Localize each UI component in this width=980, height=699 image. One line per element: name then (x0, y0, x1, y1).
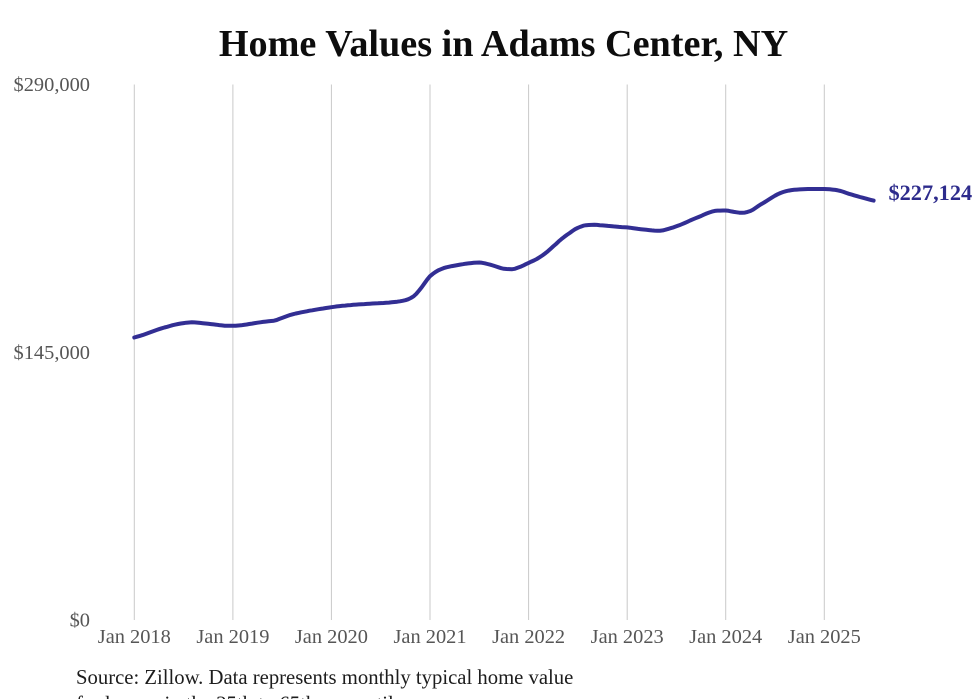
svg-text:$227,124: $227,124 (889, 180, 973, 205)
svg-text:Jan 2021: Jan 2021 (393, 626, 466, 648)
svg-text:Jan 2024: Jan 2024 (689, 626, 762, 648)
svg-text:$290,000: $290,000 (14, 74, 90, 96)
svg-text:Jan 2019: Jan 2019 (196, 626, 269, 648)
svg-text:Jan 2022: Jan 2022 (492, 626, 565, 648)
svg-text:$145,000: $145,000 (14, 342, 90, 364)
svg-text:for homes in the 35th to 65th: for homes in the 35th to 65th percentile… (76, 694, 459, 699)
svg-text:Jan 2018: Jan 2018 (98, 626, 171, 648)
svg-text:Home Values in Adams Center, N: Home Values in Adams Center, NY (219, 23, 788, 65)
svg-text:$0: $0 (70, 610, 90, 632)
svg-text:Jan 2023: Jan 2023 (591, 626, 664, 648)
svg-text:Source: Zillow. Data represent: Source: Zillow. Data represents monthly … (76, 667, 573, 689)
svg-text:Jan 2020: Jan 2020 (295, 626, 368, 648)
svg-text:Jan 2025: Jan 2025 (788, 626, 861, 648)
